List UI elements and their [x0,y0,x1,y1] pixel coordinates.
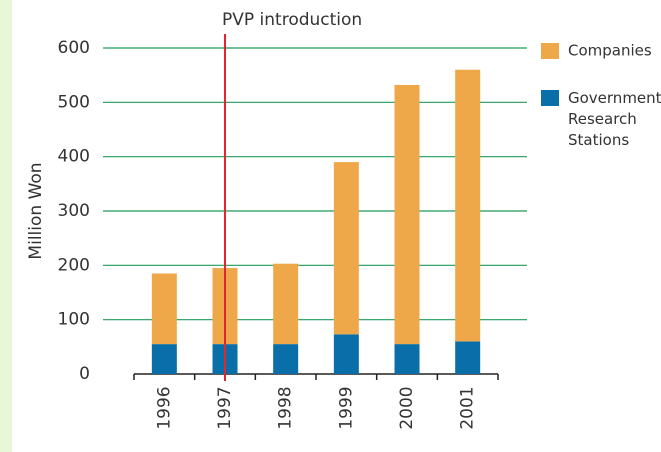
bar-segment [273,344,299,374]
x-tick-label: 1998 [276,386,296,429]
bar-segment [151,344,177,374]
x-tick-label: 2000 [397,386,417,429]
x-tick-label: 1997 [215,386,235,429]
y-tick-label: 400 [58,147,90,167]
bar-segment [455,341,481,374]
x-tick-label: 2001 [458,386,478,429]
y-tick-label: 0 [79,364,90,384]
y-tick-label: 100 [58,310,90,330]
legend-swatch [541,90,559,106]
y-axis-label: Million Won [26,162,46,259]
bar-segment [333,162,359,335]
legend-swatch [541,43,559,59]
bar-segment [455,69,481,342]
bar-segment [333,334,359,374]
x-tick-label: 1999 [336,386,356,429]
y-tick-label: 500 [58,92,90,112]
y-tick-label: 200 [58,255,90,275]
bar-segment [394,344,420,374]
side-stripe [0,0,12,452]
bar-segment [273,263,299,345]
x-tick-label: 1996 [154,386,174,429]
legend-label: Companies [568,42,652,60]
y-tick-label: 600 [58,38,90,58]
annotation-text: PVP introduction [222,10,362,30]
bar-segment [394,84,420,345]
y-tick-label: 300 [58,201,90,221]
bar-segment [151,273,177,345]
legend-label: Government Research Stations [568,89,661,149]
